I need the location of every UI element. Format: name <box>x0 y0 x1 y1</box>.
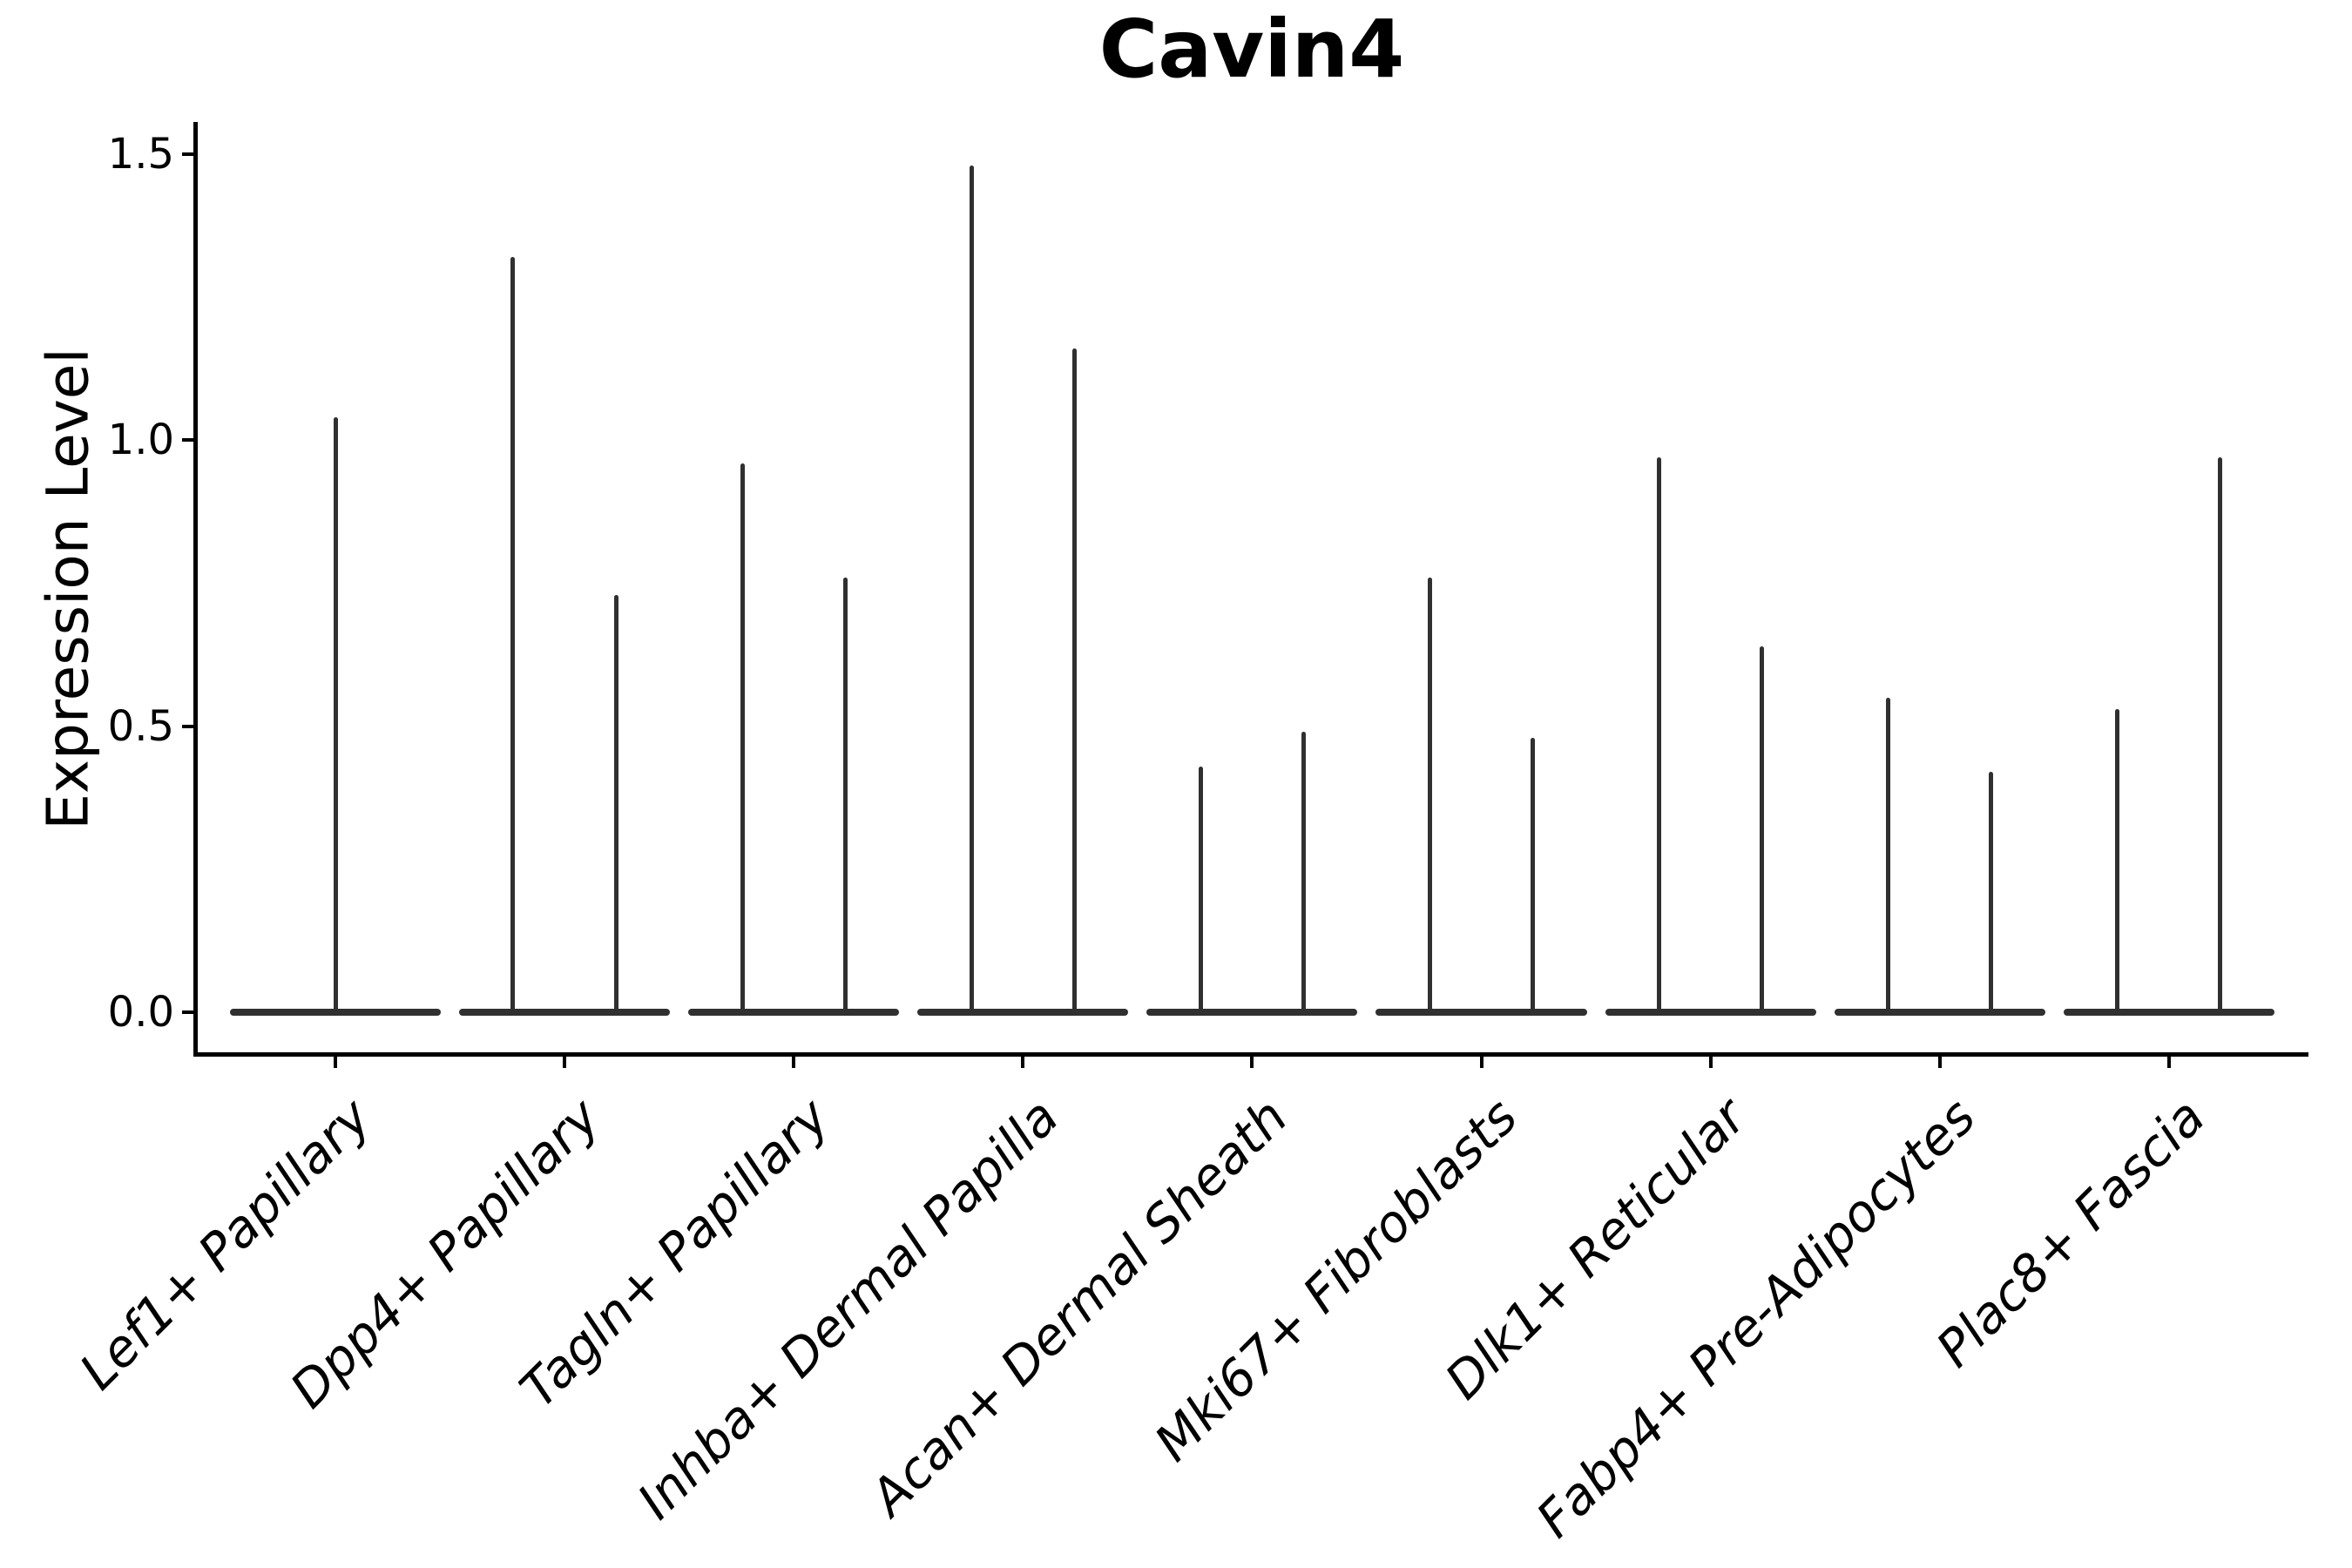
y-tick-label: 1.0 <box>107 416 174 465</box>
x-axis-spine <box>193 1052 2308 1057</box>
violin-spike <box>740 463 745 1012</box>
y-tick <box>182 438 193 443</box>
violin-spike <box>1886 697 1890 1012</box>
y-tick <box>182 152 193 157</box>
y-tick <box>182 724 193 728</box>
violin-spike <box>1301 732 1307 1012</box>
violin-base <box>1605 1009 1816 1016</box>
y-tick-label: 0.5 <box>107 701 174 751</box>
x-tick <box>1250 1057 1254 1068</box>
violin-spike <box>2218 457 2223 1012</box>
x-tick <box>1937 1057 1942 1068</box>
violin-spike <box>1760 645 1765 1012</box>
violin-spike <box>2115 709 2120 1012</box>
violin-spike <box>1071 348 1077 1012</box>
violin-base <box>917 1009 1129 1016</box>
violin-spike <box>1989 772 1994 1012</box>
x-tick <box>792 1057 796 1068</box>
y-axis-spine <box>193 122 198 1056</box>
violin-base <box>688 1009 900 1016</box>
violin-spike <box>1656 457 1661 1012</box>
x-tick-label: Acan+ Dermal Sheath <box>859 1086 1300 1527</box>
y-tick-label: 0.0 <box>107 988 174 1037</box>
x-tick <box>1479 1057 1484 1068</box>
x-tick <box>1021 1057 1025 1068</box>
x-tick <box>334 1057 337 1068</box>
violin-base <box>229 1009 442 1016</box>
violin-spike <box>1427 577 1432 1012</box>
y-tick <box>182 1010 193 1014</box>
x-tick <box>1708 1057 1713 1068</box>
x-tick-label: Fabp4+ Pre-Adipocytes <box>1524 1086 1987 1549</box>
y-tick-label: 1.5 <box>107 130 174 179</box>
chart-title: Cavin4 <box>1098 3 1405 96</box>
violin-spike <box>1198 766 1203 1012</box>
violin-base <box>1834 1009 2045 1016</box>
x-tick-label: Inhba+ Dermal Papilla <box>626 1086 1071 1531</box>
violin-spike <box>333 417 338 1012</box>
violin-base <box>1375 1009 1587 1016</box>
violin-base <box>1146 1009 1358 1016</box>
violin-spike <box>613 594 618 1012</box>
violin-spike <box>969 166 974 1012</box>
violin-spike <box>842 577 848 1012</box>
x-tick <box>2166 1057 2171 1068</box>
violin-base <box>459 1009 671 1016</box>
violin-spike <box>510 257 516 1012</box>
violin-base <box>2063 1009 2274 1016</box>
violin-spike <box>1531 737 1536 1012</box>
x-tick <box>563 1057 567 1068</box>
